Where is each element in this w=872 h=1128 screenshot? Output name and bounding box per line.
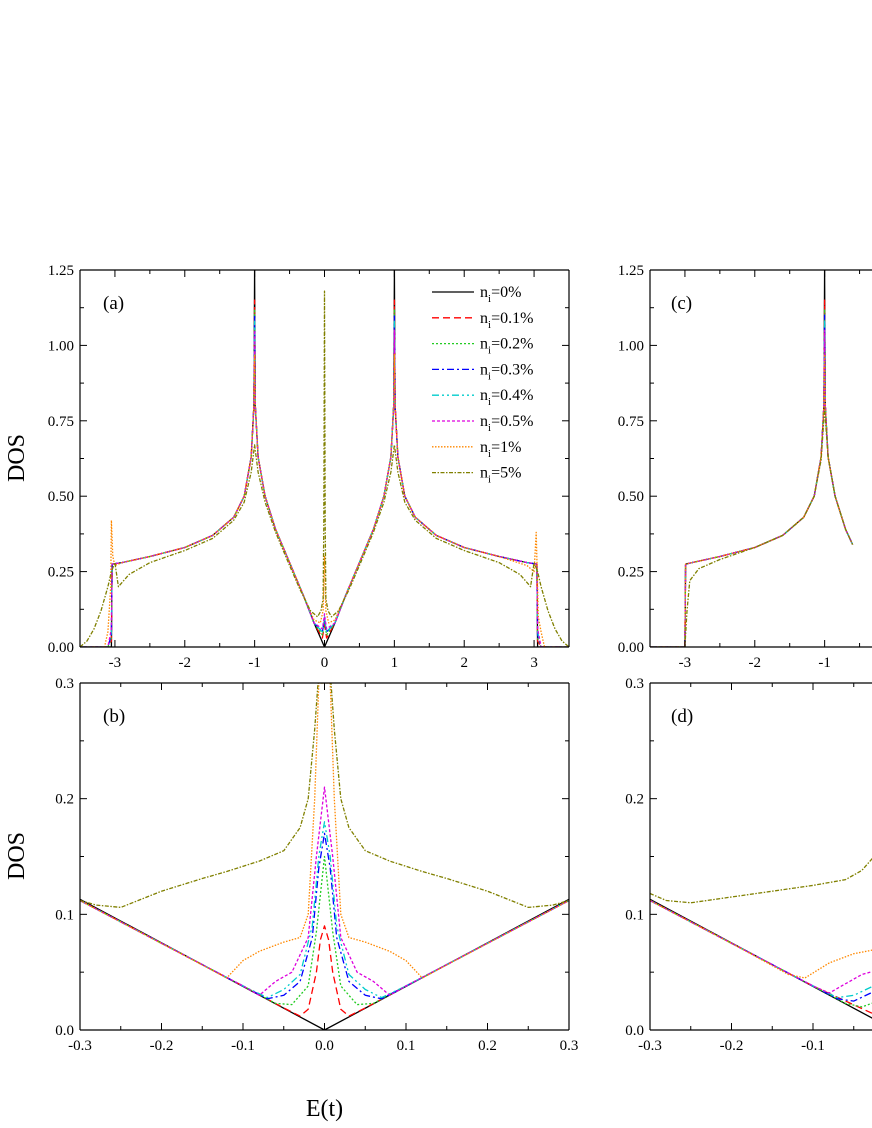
series-line-6 [80,683,569,979]
panel-c: -3 -2 -1 0.00 0.25 0.50 0.75 1.00 1.25 (c) [618,263,872,671]
panel-label: (d) [671,706,693,727]
series-line-4 [650,320,854,647]
series-line-6 [650,353,854,647]
series-line-7 [80,290,569,647]
series-line-5 [650,899,872,994]
y-tick-label: 0.00 [618,640,644,656]
x-tick-label: -1 [248,655,261,671]
panel-label: (a) [103,293,124,314]
x-tick-label: 0.2 [478,1038,497,1054]
y-tick-label: 0.25 [48,565,74,581]
y-tick-label: 0.0 [625,1023,644,1039]
x-tick-label: -0.2 [720,1038,744,1054]
series-line-4 [650,899,872,999]
y-tick-label: 0.75 [618,414,644,430]
x-tick-label: -0.1 [231,1038,255,1054]
x-tick-label: 1 [391,655,399,671]
legend-label: ni=0.4% [480,387,533,408]
legend: ni=0% ni=0.1% ni=0.2% ni=0.3% ni=0.4% ni=0.5%… [432,284,533,486]
x-tick-label: -0.3 [68,1038,92,1054]
series-lines [80,270,569,647]
legend-label: ni=0.5% [480,413,533,434]
x-tick-label: 2 [460,655,468,671]
x-tick-label: -2 [179,655,192,671]
series-line-2 [650,308,854,647]
legend-label: ni=0.1% [480,310,533,331]
y-tick-label: 0.00 [48,640,74,656]
y-tick-label: 1.00 [618,338,644,354]
series-line-3 [650,314,854,647]
x-tick-label: -0.3 [638,1038,662,1054]
series-line-6 [650,899,872,979]
y-tick-label: 0.50 [48,489,74,505]
y-tick-label: 0.3 [55,676,74,692]
x-tick-label: 0.3 [560,1038,579,1054]
series-line-0 [650,270,854,647]
y-tick-label: 0.75 [48,414,74,430]
series-line-2 [80,855,569,1006]
y-axis-label: DOS [4,434,30,482]
legend-label: ni=1% [480,439,521,460]
y-tick-label: 0.25 [618,565,644,581]
x-tick-label: 3 [530,655,538,671]
legend-label: ni=0% [480,284,521,305]
x-tick-label: 0 [321,655,329,671]
series-line-3 [80,832,569,1000]
y-tick-label: 0.0 [55,1023,74,1039]
panel-label: (b) [103,706,125,727]
series-line-0 [80,898,569,1030]
series-lines [650,270,854,647]
series-lines [80,683,569,1030]
series-line-1 [650,299,854,647]
y-tick-label: 0.3 [625,676,644,692]
x-tick-label: -2 [749,655,762,671]
x-tick-label: -1 [818,655,831,671]
series-line-7 [650,408,854,647]
x-tick-label: -3 [679,655,692,671]
x-tick-label: -0.1 [801,1038,825,1054]
y-tick-label: 0.1 [625,907,644,923]
y-axis-label: DOS [4,832,30,880]
series-line-7 [80,683,569,909]
y-tick-label: 0.50 [618,489,644,505]
y-tick-label: 1.25 [48,263,74,279]
y-tick-label: 0.2 [55,792,74,808]
x-tick-label: -3 [109,655,122,671]
x-tick-label: 0.0 [315,1038,334,1054]
y-tick-label: 1.25 [618,263,644,279]
y-tick-label: 0.2 [625,792,644,808]
series-line-7 [650,857,872,904]
series-line-5 [650,329,854,647]
legend-label: ni=5% [480,465,521,486]
legend-label: ni=0.3% [480,361,533,382]
y-tick-label: 1.00 [48,338,74,354]
y-tick-label: 0.1 [55,907,74,923]
x-axis-label: E(t) [306,1096,343,1122]
legend-label: ni=0.2% [480,336,533,357]
series-line-4 [80,821,569,999]
series-lines [650,857,872,1019]
series-line-3 [650,899,872,1002]
panel-label: (c) [671,293,692,314]
series-line-1 [80,899,569,1017]
series-line-2 [650,899,872,1008]
series-line-6 [80,353,569,647]
x-tick-label: 0.1 [397,1038,416,1054]
panel-a: -3 -2 -1 0 1 2 3 0.00 0.25 0.50 0.75 1.00 1.25 (a) DOS… [4,263,570,671]
x-tick-label: -0.2 [150,1038,174,1054]
series-line-5 [80,786,569,996]
panel-d: -0.3 -0.2 -0.1 0.0 0.1 0.2 0.3 (d) [625,676,872,1054]
panel-b: -0.3 -0.2 -0.1 0.0 0.1 0.2 0.3 0.0 0.1 0.2 0.3 (b) D… [4,676,578,1122]
